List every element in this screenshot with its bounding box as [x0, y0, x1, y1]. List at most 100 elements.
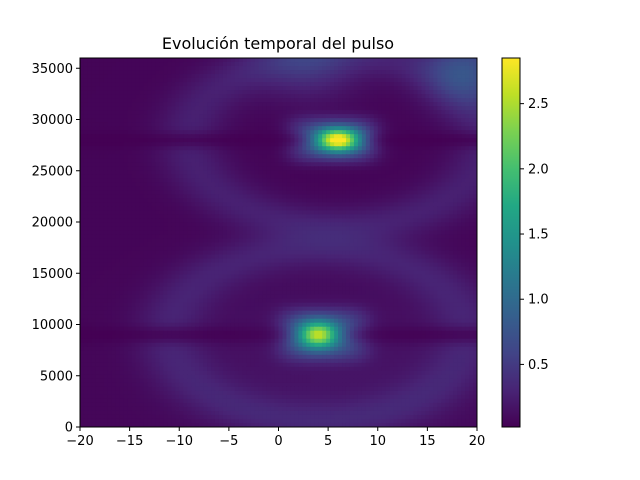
heatmap-cell	[234, 102, 240, 107]
heatmap-cell	[131, 234, 137, 240]
heatmap-cell	[314, 130, 319, 135]
heatmap-cell	[302, 166, 307, 171]
heatmap-cell	[123, 178, 129, 183]
heatmap-cell	[361, 86, 367, 91]
heatmap-cell	[167, 70, 172, 75]
heatmap-cell	[211, 90, 216, 95]
heatmap-cell	[131, 66, 137, 71]
heatmap-cell	[393, 78, 399, 83]
heatmap-cell	[330, 74, 335, 79]
heatmap-cell	[465, 134, 470, 139]
heatmap-cell	[282, 118, 288, 123]
heatmap-cell	[258, 150, 264, 155]
heatmap-cell	[131, 146, 137, 151]
heatmap-cell	[107, 218, 113, 224]
heatmap-cell	[457, 190, 462, 195]
heatmap-cell	[171, 218, 176, 224]
heatmap-cell	[377, 94, 383, 99]
heatmap-cell	[270, 162, 276, 167]
heatmap-cell	[425, 130, 430, 135]
heatmap-cell	[187, 90, 192, 95]
heatmap-cell	[159, 158, 164, 163]
heatmap-cell	[405, 186, 411, 191]
heatmap-cell	[143, 86, 149, 91]
heatmap-cell	[123, 246, 129, 252]
heatmap-cell	[318, 250, 323, 256]
heatmap-cell	[103, 178, 109, 183]
heatmap-cell	[453, 86, 458, 91]
heatmap-cell	[334, 202, 339, 207]
heatmap-cell	[342, 58, 347, 63]
heatmap-cell	[195, 238, 200, 244]
heatmap-cell	[111, 98, 117, 103]
heatmap-cell	[290, 118, 295, 123]
heatmap-cell	[381, 134, 387, 139]
heatmap-cell	[103, 106, 109, 111]
heatmap-cell	[155, 178, 160, 183]
heatmap-cell	[87, 82, 93, 87]
heatmap-cell	[183, 230, 188, 236]
heatmap-cell	[222, 218, 228, 224]
heatmap-cell	[310, 66, 315, 71]
heatmap-cell	[417, 86, 423, 91]
heatmap-cell	[226, 150, 232, 155]
heatmap-cell	[119, 146, 125, 151]
heatmap-cell	[433, 82, 438, 87]
heatmap-cell	[338, 246, 343, 252]
heatmap-cell	[222, 214, 228, 220]
heatmap-cell	[377, 166, 383, 171]
heatmap-cell	[91, 170, 97, 175]
heatmap-cell	[381, 74, 387, 79]
heatmap-cell	[357, 246, 363, 252]
heatmap-cell	[234, 86, 240, 91]
heatmap-cell	[353, 190, 359, 195]
heatmap-cell	[159, 218, 164, 224]
heatmap-cell	[441, 58, 446, 63]
heatmap-cell	[294, 122, 299, 127]
heatmap-cell	[234, 90, 240, 95]
heatmap-cell	[262, 226, 268, 232]
heatmap-cell	[135, 202, 141, 207]
heatmap-cell	[429, 198, 434, 203]
heatmap-cell	[159, 222, 164, 228]
heatmap-cell	[147, 250, 153, 256]
heatmap-cell	[266, 198, 272, 203]
heatmap-cell	[159, 214, 164, 220]
heatmap-cell	[238, 86, 244, 91]
heatmap-cell	[115, 234, 121, 240]
heatmap-cell	[246, 170, 252, 175]
heatmap-cell	[230, 86, 236, 91]
heatmap-cell	[87, 118, 93, 123]
heatmap-cell	[365, 150, 371, 155]
heatmap-cell	[302, 226, 307, 232]
heatmap-cell	[234, 206, 240, 212]
heatmap-cell	[361, 174, 367, 179]
heatmap-cell	[163, 186, 168, 191]
heatmap-cell	[207, 234, 212, 240]
heatmap-cell	[238, 166, 244, 171]
heatmap-cell	[119, 198, 125, 203]
heatmap-cell	[207, 202, 212, 207]
heatmap-cell	[445, 214, 450, 220]
heatmap-cell	[127, 242, 133, 248]
heatmap-cell	[131, 130, 137, 135]
heatmap-cell	[437, 58, 442, 63]
heatmap-cell	[99, 66, 105, 71]
heatmap-cell	[389, 218, 395, 224]
heatmap-cell	[99, 58, 105, 63]
heatmap-cell	[254, 62, 260, 67]
heatmap-cell	[345, 90, 351, 95]
heatmap-cell	[135, 178, 141, 183]
heatmap-cell	[310, 254, 315, 260]
heatmap-cell	[258, 62, 264, 67]
heatmap-cell	[119, 154, 125, 159]
heatmap-cell	[111, 126, 117, 131]
heatmap-cell	[473, 82, 477, 87]
heatmap-cell	[222, 82, 228, 87]
heatmap-cell	[338, 122, 343, 127]
heatmap-cell	[147, 114, 153, 119]
heatmap-cell	[437, 94, 442, 99]
heatmap-cell	[330, 66, 335, 71]
heatmap-cell	[441, 126, 446, 131]
heatmap-cell	[453, 198, 458, 203]
